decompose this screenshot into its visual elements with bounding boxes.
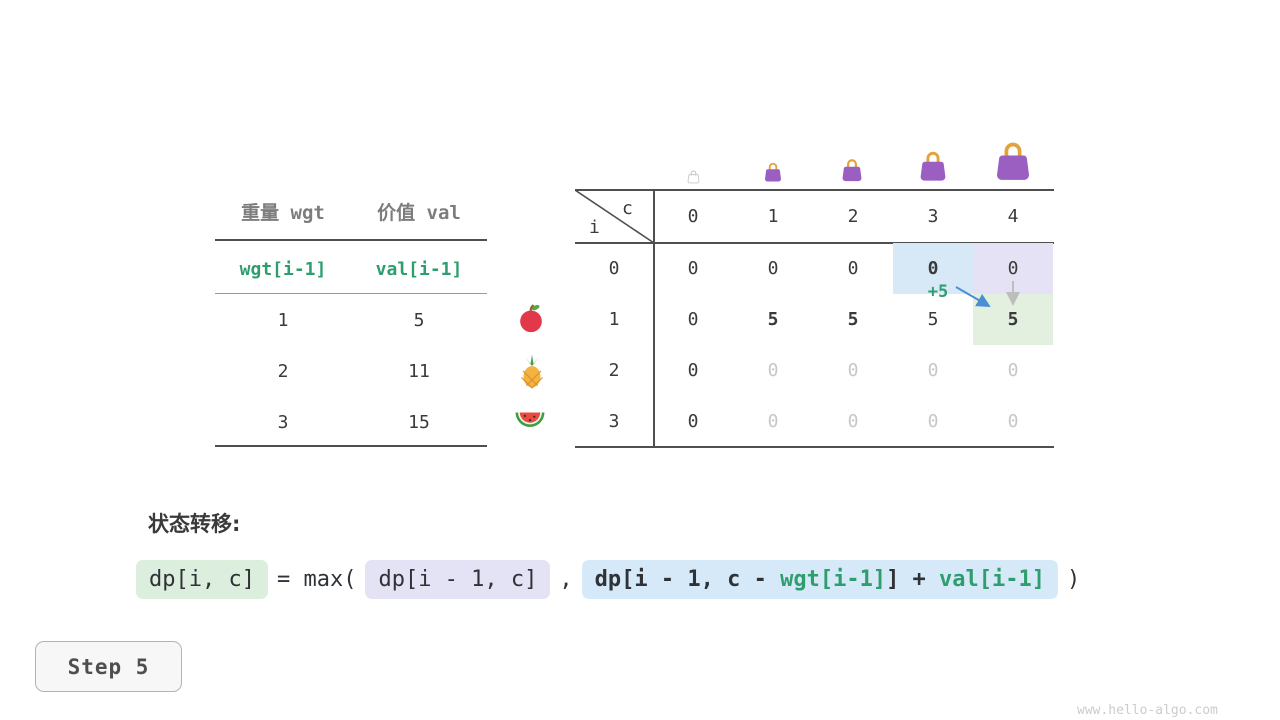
dp-cell-0-3-source-take: 0	[893, 243, 973, 294]
dp-row-header: 3	[608, 411, 620, 432]
dp-corner-col-label: c	[622, 198, 633, 219]
items-table-divider-mid	[215, 293, 487, 294]
dp-cell-2-0: 0	[687, 360, 699, 381]
dp-col-header: 1	[767, 206, 779, 227]
item-row-val: 15	[408, 411, 430, 433]
item-row-wgt: 1	[277, 309, 289, 331]
formula-take-val: val[i-1]	[939, 567, 1046, 592]
formula-lhs: dp[i, c]	[136, 560, 268, 599]
items-table-divider-bottom	[215, 445, 487, 447]
apple-icon	[520, 304, 542, 333]
bag-capacity-2-icon	[842, 159, 862, 182]
formula-equals-max: = max(	[276, 567, 357, 592]
dp-col-header: 0	[687, 206, 699, 227]
formula-option-take: dp[i - 1, c - wgt[i-1]] + val[i-1]	[581, 560, 1059, 599]
transition-arrows	[955, 281, 1020, 307]
formula-take-prefix: dp[i - 1, c -	[594, 567, 781, 592]
item-row-val: 5	[413, 309, 425, 331]
plus-value-annotation: +5	[927, 282, 949, 302]
dp-table-border-bottom	[575, 446, 1054, 448]
pineapple-icon	[521, 354, 543, 389]
items-table-divider-top	[215, 239, 487, 241]
bag-capacity-4-icon	[997, 142, 1029, 180]
item-row-wgt: 2	[277, 360, 289, 382]
dp-cell-3-2: 0	[847, 411, 859, 432]
transition-formula: dp[i, c] = max( dp[i - 1, c] , dp[i - 1,…	[136, 560, 1080, 599]
dp-corner-row-label: i	[589, 217, 600, 238]
dp-cell-2-4: 0	[1007, 360, 1019, 381]
dp-table-border-top	[575, 189, 1054, 191]
step-badge: Step 5	[35, 641, 182, 692]
dp-cell-3-0: 0	[687, 411, 699, 432]
items-var-wgt: wgt[i-1]	[239, 258, 327, 280]
items-var-val: val[i-1]	[375, 258, 463, 280]
dp-col-header: 3	[927, 206, 939, 227]
dp-cell-3-4: 0	[1007, 411, 1019, 432]
dp-row-header: 0	[608, 258, 620, 279]
dp-row-header: 2	[608, 360, 620, 381]
items-col-header-value: 价值 val	[377, 201, 461, 224]
transition-heading: 状态转移:	[148, 512, 241, 536]
formula-take-mid: ] +	[886, 567, 940, 592]
dp-cell-1-0: 0	[687, 309, 699, 330]
dp-cell-3-3: 0	[927, 411, 939, 432]
formula-comma: ,	[559, 567, 573, 592]
take-arrow	[955, 286, 991, 307]
dp-col-header: 4	[1007, 206, 1019, 227]
items-col-header-weight: 重量 wgt	[241, 201, 325, 224]
dp-cell-0-2: 0	[847, 258, 859, 279]
dp-cell-0-1: 0	[767, 258, 779, 279]
item-row-val: 11	[408, 360, 430, 382]
dp-cell-1-2: 5	[847, 309, 859, 330]
dp-cell-0-0: 0	[687, 258, 699, 279]
formula-option-keep: dp[i - 1, c]	[365, 560, 551, 599]
bag-capacity-1-icon	[765, 162, 781, 182]
formula-close-paren: )	[1067, 567, 1081, 592]
watermelon-icon	[515, 412, 545, 427]
item-row-wgt: 3	[277, 411, 289, 433]
dp-cell-1-3: 5	[927, 309, 939, 330]
dp-col-header: 2	[847, 206, 859, 227]
dp-cell-2-1: 0	[767, 360, 779, 381]
dp-cell-3-1: 0	[767, 411, 779, 432]
dp-row-header: 1	[608, 309, 620, 330]
dp-table-vertical-divider	[653, 189, 655, 448]
dp-table-corner-diagonal	[575, 189, 655, 244]
watermark: www.hello-algo.com	[1077, 703, 1218, 718]
dp-table-header-divider	[575, 242, 1054, 244]
bag-ghost-icon	[687, 170, 700, 184]
dp-cell-1-1: 5	[767, 309, 779, 330]
formula-take-wgt: wgt[i-1]	[780, 567, 887, 592]
bag-capacity-3-icon	[920, 151, 946, 181]
dp-cell-2-2: 0	[847, 360, 859, 381]
dp-cell-2-3: 0	[927, 360, 939, 381]
